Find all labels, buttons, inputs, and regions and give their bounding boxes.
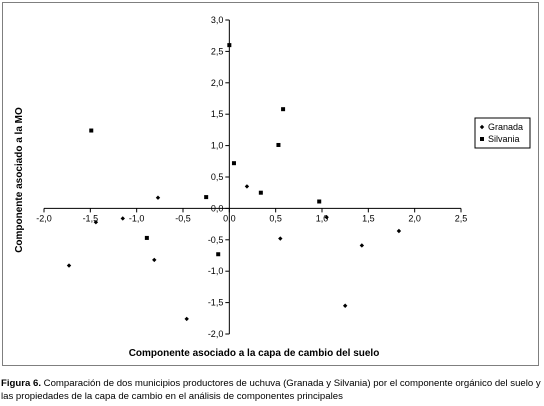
- data-point-silvania: [144, 235, 149, 240]
- x-tick-label: 1,0: [316, 213, 329, 223]
- data-point-silvania: [276, 142, 281, 147]
- y-tick-label: 2,0: [211, 78, 224, 88]
- legend-marker-granada: [479, 124, 485, 130]
- x-tick-label: 2,5: [455, 213, 468, 223]
- y-tick-label: 0,5: [211, 172, 224, 182]
- x-tick-label: 0,0: [223, 213, 236, 223]
- data-point-granada: [342, 303, 348, 308]
- data-point-granada: [155, 195, 161, 200]
- x-tick-label: 2,0: [408, 213, 421, 223]
- legend-marker-silvania: [480, 137, 484, 141]
- data-point-silvania: [317, 199, 322, 204]
- data-points: [66, 43, 402, 322]
- y-tick-label: -1,0: [208, 266, 224, 276]
- y-tick-label: -0,5: [208, 235, 224, 245]
- y-tick-label: 2,5: [211, 46, 224, 56]
- data-point-granada: [278, 236, 283, 241]
- legend-label-granada: Granada: [488, 122, 523, 132]
- x-tick-label: 1,5: [362, 213, 375, 223]
- y-axis-label: Componente asociado a la MO: [14, 107, 25, 253]
- data-point-granada: [359, 243, 365, 248]
- y-tick-label: -2,0: [208, 329, 224, 339]
- legend: Granada Silvania: [474, 117, 531, 149]
- scatter-chart: -2,0 -1,5 -1,0 -0,5 0,0 0,5 1,0 1,5 2,0 2,5 3,0 2,5…: [14, 15, 531, 359]
- data-point-silvania: [89, 128, 94, 133]
- data-point-granada: [396, 228, 402, 234]
- y-tick-label: 3,0: [211, 15, 224, 25]
- legend-box: [474, 117, 531, 149]
- x-tick-label: -1,0: [129, 213, 145, 223]
- y-tick-label: 1,0: [211, 141, 224, 151]
- data-point-silvania: [227, 43, 232, 48]
- figure-caption: Figura 6. Comparación de dos municipios …: [1, 377, 543, 403]
- x-axis-label: Componente asociado a la capa de cambio …: [129, 348, 380, 359]
- data-point-granada: [244, 184, 250, 189]
- axes: -2,0 -1,5 -1,0 -0,5 0,0 0,5 1,0 1,5 2,0 2,5 3,0 2,5…: [36, 15, 467, 339]
- x-tick-label: -2,0: [36, 213, 52, 223]
- data-point-granada: [152, 257, 157, 263]
- data-point-silvania: [204, 195, 209, 200]
- y-tick-label: -1,5: [208, 298, 224, 308]
- x-tick-label: -1,5: [83, 213, 99, 223]
- figure-frame: [2, 2, 539, 366]
- x-tick-label: -0,5: [175, 213, 191, 223]
- data-point-granada: [66, 263, 72, 268]
- data-point-granada: [120, 216, 125, 221]
- data-point-silvania: [231, 161, 236, 166]
- legend-label-silvania: Silvania: [488, 134, 520, 144]
- data-point-granada: [184, 316, 189, 322]
- caption-text: Comparación de dos municipios productore…: [1, 378, 541, 402]
- data-point-silvania: [281, 107, 286, 112]
- data-point-silvania: [258, 190, 263, 195]
- data-point-granada: [93, 220, 99, 225]
- series-silvania: [89, 43, 322, 257]
- data-point-silvania: [216, 252, 221, 257]
- y-tick-label: 1,5: [211, 109, 224, 119]
- data-point-granada: [324, 214, 329, 220]
- x-tick-label: 0,5: [269, 213, 282, 223]
- y-tick-label: 0,0: [211, 203, 224, 213]
- caption-label: Figura 6.: [1, 378, 41, 389]
- series-granada: [66, 184, 402, 322]
